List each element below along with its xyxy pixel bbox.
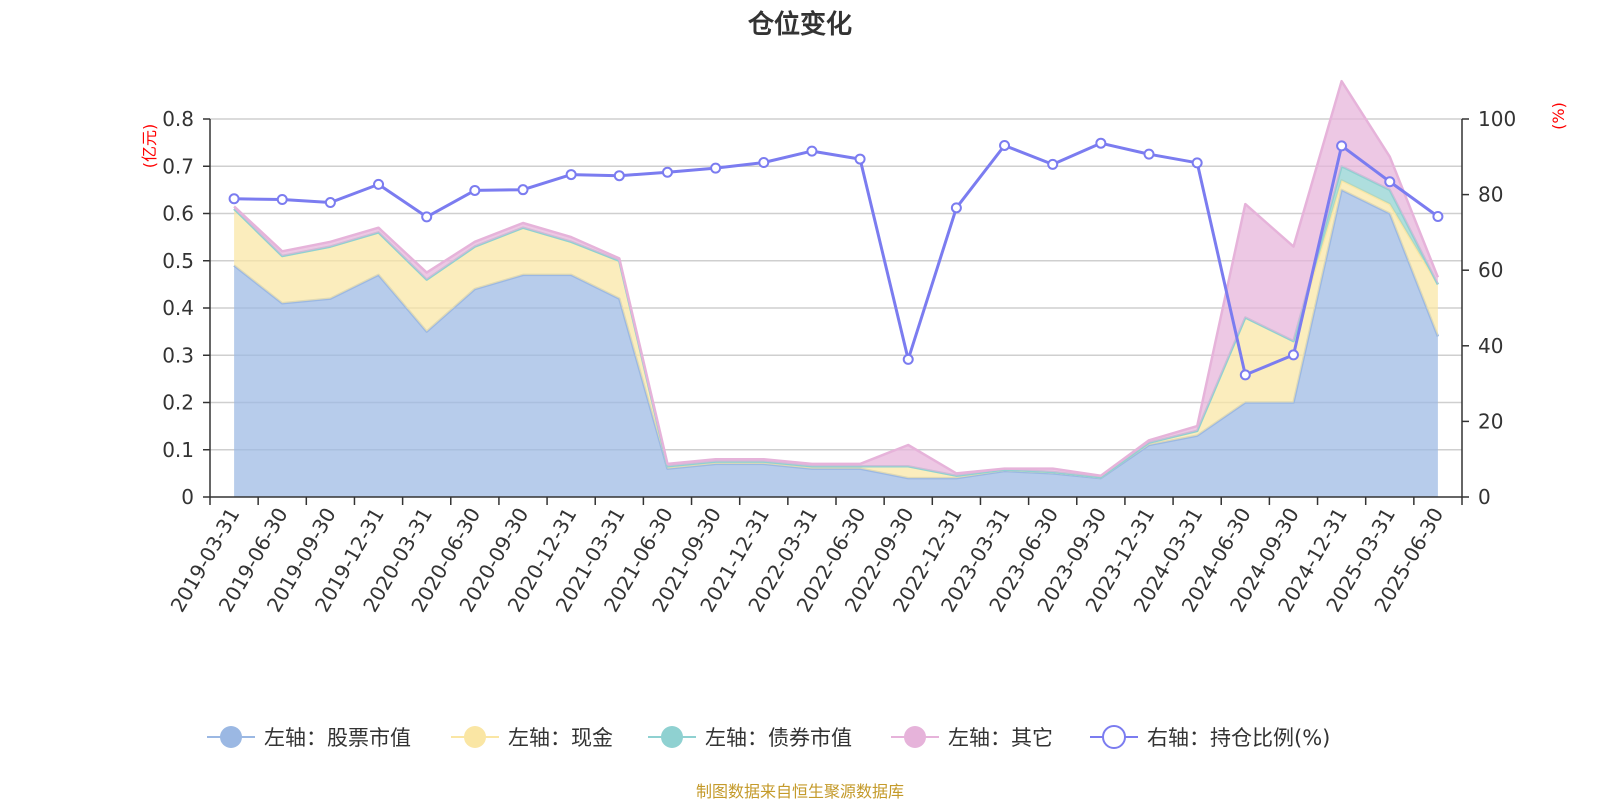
legend-label: 右轴：持仓比例(%) — [1147, 726, 1330, 750]
ratio-point — [1336, 140, 1348, 152]
chart-title: 仓位变化 — [747, 9, 852, 40]
ratio-point — [1047, 158, 1059, 170]
legend-marker-icon — [661, 726, 683, 748]
legend[interactable]: 左轴：股票市值 左轴：现金 左轴：债券市值 左轴：其它 右轴：持仓比例(%) — [207, 725, 1330, 750]
ratio-point — [276, 194, 288, 206]
legend-marker-icon — [220, 726, 242, 748]
ratio-point — [228, 193, 240, 205]
ratio-point — [999, 139, 1011, 151]
ratio-point — [1191, 157, 1203, 169]
legend-label: 左轴：现金 — [508, 726, 613, 750]
ratio-point — [373, 178, 385, 190]
right-axis-tick-label: 60 — [1478, 258, 1503, 282]
right-axis-tick-label: 80 — [1478, 183, 1503, 207]
left-axis-tick-label: 0.8 — [162, 107, 194, 131]
left-axis-tick-label: 0.4 — [162, 296, 194, 320]
ratio-point — [1432, 211, 1444, 223]
left-axis-tick-label: 0.7 — [162, 154, 194, 178]
legend-marker-icon — [904, 726, 926, 748]
right-axis-tick-label: 40 — [1478, 334, 1503, 358]
left-axis-tick-label: 0.5 — [162, 249, 194, 273]
left-axis-tick-label: 0.2 — [162, 391, 194, 415]
area-cash — [234, 180, 1438, 479]
left-axis-tick-label: 0.3 — [162, 343, 194, 367]
legend-marker-icon — [1102, 725, 1126, 749]
data-source-note: 制图数据来自恒生聚源数据库 — [696, 782, 904, 800]
ratio-point — [1287, 349, 1299, 361]
ratio-point — [517, 184, 529, 196]
ratio-point — [1239, 369, 1251, 381]
ratio-point — [1143, 148, 1155, 160]
ratio-point — [902, 353, 914, 365]
ratio-point — [565, 169, 577, 181]
right-axis-tick-label: 0 — [1478, 485, 1491, 509]
left-axis-unit: (亿元) — [140, 124, 159, 169]
legend-item-4[interactable]: 右轴：持仓比例(%) — [1090, 725, 1330, 750]
legend-label: 左轴：债券市值 — [705, 726, 852, 750]
ratio-point — [806, 145, 818, 157]
ratio-line — [234, 141, 1439, 377]
stacked-areas — [233, 79, 1440, 497]
ratio-point — [421, 211, 433, 223]
ratio-line-series — [228, 137, 1444, 381]
legend-item-3[interactable]: 左轴：其它 — [891, 726, 1053, 750]
legend-item-1[interactable]: 左轴：现金 — [451, 726, 613, 750]
right-axis-tick-label: 100 — [1478, 107, 1516, 131]
legend-label: 左轴：其它 — [948, 726, 1053, 750]
ratio-point — [950, 202, 962, 214]
ratio-point — [854, 153, 866, 165]
ratio-point — [661, 166, 673, 178]
area-stock — [234, 189, 1438, 497]
ratio-point — [1095, 137, 1107, 149]
ratio-point — [324, 197, 336, 209]
ratio-point — [710, 162, 722, 174]
legend-marker-icon — [464, 726, 486, 748]
left-axis-tick-label: 0.1 — [162, 438, 194, 462]
ratio-point — [1384, 176, 1396, 188]
ratio-point — [613, 170, 625, 182]
area-edge-other — [233, 79, 1440, 477]
legend-label: 左轴：股票市值 — [264, 726, 411, 750]
ratio-point — [758, 156, 770, 168]
ratio-point — [469, 184, 481, 196]
left-axis-tick-label: 0.6 — [162, 202, 194, 226]
left-axis-tick-label: 0 — [181, 485, 194, 509]
right-axis-unit: (%) — [1549, 102, 1568, 130]
legend-item-0[interactable]: 左轴：股票市值 — [207, 726, 411, 750]
legend-item-2[interactable]: 左轴：债券市值 — [648, 726, 852, 750]
right-axis-tick-label: 20 — [1478, 409, 1503, 433]
